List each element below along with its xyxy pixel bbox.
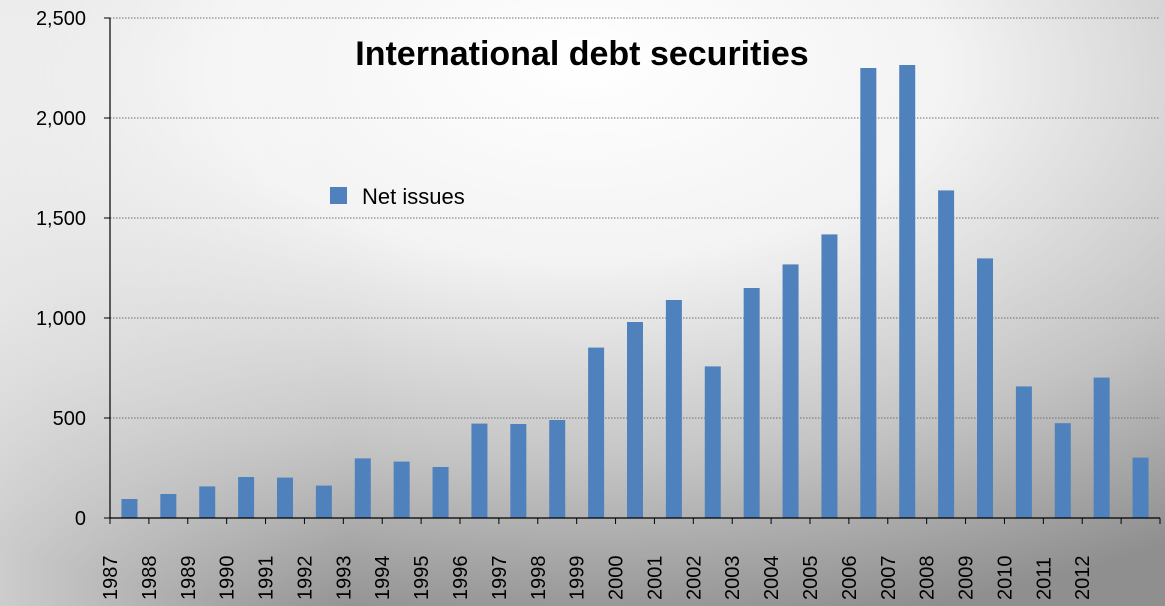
x-tick-label: 2007 [878,556,900,601]
x-tick-label: 2011 [1033,557,1055,600]
x-tick-label: 1994 [372,556,394,601]
x-tick-label: 2009 [956,556,978,601]
x-tick-label: 1988 [139,556,161,601]
bar [743,288,760,518]
x-tick-label: 1998 [528,556,550,601]
x-tick-label: 1995 [411,556,433,601]
y-tick-label: 1,500 [36,208,86,230]
bar [860,68,877,518]
x-tick-label: 1997 [489,556,511,601]
legend-swatch [330,187,347,204]
x-tick-label: 2005 [800,556,822,601]
axes [104,17,1161,524]
bar [549,420,566,518]
x-tick-labels: 1987 1988 1989 1990 1991 1992 1993 1994 1995 1996… [100,556,1094,601]
chart-title: International debt securities [355,35,808,73]
x-tick-label: 2010 [994,556,1016,601]
bar [821,234,838,518]
bar [238,477,255,518]
legend-label: Net issues [362,184,465,209]
y-tick-label: 2,000 [36,108,86,130]
x-tick-label: 1991 [256,556,278,601]
x-tick-label: 2008 [917,556,939,601]
x-tick-label: 1992 [294,556,316,601]
x-tick-label: 1989 [178,556,200,601]
bar [899,65,916,518]
y-tick-label: 0 [75,508,86,530]
y-tick-label: 500 [53,408,86,430]
x-tick-label: 2002 [683,556,705,601]
x-tick-label: 2001 [644,556,666,601]
x-tick-label: 1990 [217,556,239,601]
bar [315,485,332,518]
x-tick-label: 2006 [839,556,861,601]
x-tick-label: 1999 [567,556,589,601]
y-tick-labels: 0 500 1,000 1,500 2,000 2,500 [36,8,86,530]
bar [160,494,177,518]
y-tick-label: 1,000 [36,308,86,330]
x-tick-label: 2004 [761,556,783,601]
bar [1015,386,1032,518]
bar [1132,457,1149,518]
bar [121,499,138,518]
bar [510,424,527,518]
bar [354,458,371,518]
bar [471,423,488,518]
bar [665,300,682,518]
bar [277,477,293,518]
x-tick-label: 2003 [722,556,744,601]
legend: Net issues [330,184,465,209]
bar [1093,377,1110,518]
bar [199,486,216,518]
x-tick-label: 2012 [1072,556,1094,601]
x-tick-label: 1993 [333,556,355,601]
bar [782,264,799,518]
y-tick-label: 2,500 [36,8,86,30]
bar [704,366,721,518]
bar [432,467,449,518]
bar [393,461,410,518]
bar [627,322,643,518]
bar [1054,423,1071,518]
bar [588,347,605,518]
bar [977,258,993,518]
x-tick-label: 1996 [450,556,472,601]
x-tick-label: 2000 [606,556,628,601]
x-tick-label: 1987 [100,556,122,601]
bars [121,65,1149,518]
bar [938,190,955,518]
